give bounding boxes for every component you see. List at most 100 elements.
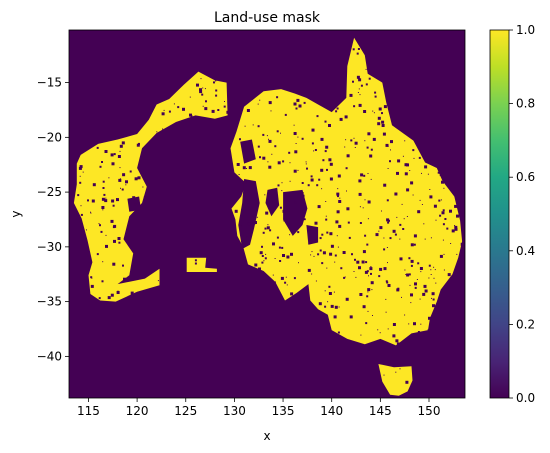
mask-gap-pixel xyxy=(110,219,114,223)
mask-gap-pixel xyxy=(368,275,369,277)
mask-gap-pixel xyxy=(137,176,141,180)
mask-gap-pixel xyxy=(423,223,425,225)
mask-gap-pixel xyxy=(383,267,387,271)
mask-gap-pixel xyxy=(246,168,247,169)
mask-gap-pixel xyxy=(259,156,261,159)
colorbar: 0.0 0.2 0.4 0.6 0.8 1.0 xyxy=(489,23,535,405)
mask-gap-pixel xyxy=(277,184,280,187)
mask-gap-pixel xyxy=(205,100,207,103)
mask-gap-pixel xyxy=(134,177,138,181)
mask-gap-pixel xyxy=(333,291,335,293)
mask-gap-pixel xyxy=(359,222,362,224)
mask-gap-pixel xyxy=(386,281,389,284)
mask-gap-pixel xyxy=(111,162,115,166)
mask-gap-pixel xyxy=(162,128,164,130)
mask-gap-pixel xyxy=(399,238,401,240)
mask-gap-pixel xyxy=(79,165,83,169)
mask-gap-pixel xyxy=(419,298,421,300)
colorbar-ticks: 0.0 0.2 0.4 0.6 0.8 1.0 xyxy=(509,23,535,405)
mask-gap-pixel xyxy=(119,150,121,152)
mask-gap-pixel xyxy=(303,101,306,104)
mask-gap-pixel xyxy=(381,112,383,115)
mask-gap-pixel xyxy=(397,159,401,163)
mask-gap-pixel xyxy=(248,166,252,170)
mask-gap-pixel xyxy=(358,78,362,82)
mask-gap-pixel xyxy=(366,243,369,246)
mask-gap-pixel xyxy=(396,342,400,346)
mask-gap-pixel xyxy=(202,105,204,107)
mask-gap-pixel xyxy=(406,163,409,167)
mask-gap-pixel xyxy=(120,187,121,189)
mask-gap-pixel xyxy=(435,282,437,284)
mask-gap-pixel xyxy=(404,314,406,316)
mask-gap-pixel xyxy=(317,253,320,256)
mask-gap-pixel xyxy=(365,261,368,264)
mask-gap-pixel xyxy=(421,172,422,174)
mask-gap-pixel xyxy=(404,140,406,142)
mask-gap-pixel xyxy=(328,285,331,288)
mask-gap-pixel xyxy=(325,215,327,217)
mask-gap-pixel xyxy=(417,210,421,214)
mask-gap-pixel xyxy=(424,238,426,240)
mask-gap-pixel xyxy=(355,276,357,278)
y-tick-label: −15 xyxy=(37,76,62,90)
mask-gap-pixel xyxy=(325,201,327,202)
mask-gap-pixel xyxy=(361,260,365,264)
mask-gap-pixel xyxy=(410,243,414,247)
mask-region-west-region xyxy=(73,71,228,302)
mask-gap-pixel xyxy=(270,110,272,112)
mask-gap-pixel xyxy=(261,245,263,248)
mask-gap-pixel xyxy=(173,103,175,105)
mask-gap-pixel xyxy=(386,218,390,222)
mask-gap-pixel xyxy=(301,192,304,194)
mask-gap-pixel xyxy=(442,223,445,226)
mask-gap-pixel xyxy=(413,243,416,246)
mask-gap-pixel xyxy=(386,199,389,202)
mask-gap-pixel xyxy=(342,251,346,254)
mask-gap-pixel xyxy=(294,150,298,154)
mask-gap-pixel xyxy=(336,107,339,110)
mask-gap-pixel xyxy=(387,284,391,287)
mask-gap-pixel xyxy=(401,203,403,205)
mask-gap-pixel xyxy=(356,75,360,79)
mask-gap-pixel xyxy=(327,301,329,303)
mask-gap-pixel xyxy=(269,229,272,232)
mask-gap-pixel xyxy=(408,323,410,325)
mask-gap-pixel xyxy=(306,167,308,170)
mask-gap-pixel xyxy=(387,328,389,330)
mask-gap-pixel xyxy=(410,293,413,297)
mask-gap-pixel xyxy=(317,205,321,209)
mask-gap-pixel xyxy=(344,276,346,278)
mask-gap-pixel xyxy=(194,259,197,262)
mask-gap-pixel xyxy=(321,188,323,190)
mask-gap-pixel xyxy=(324,150,327,153)
mask-gap-pixel xyxy=(261,255,264,257)
mask-gap-pixel xyxy=(396,216,398,218)
mask-gap-pixel xyxy=(134,203,137,206)
mask-gap-pixel xyxy=(282,160,285,163)
mask-gap-pixel xyxy=(362,207,364,209)
mask-gap-pixel xyxy=(322,159,325,162)
mask-gap-pixel xyxy=(343,276,346,279)
y-axis: −15 −20 −25 −30 −35 −40 xyxy=(37,76,69,363)
mask-gap-pixel xyxy=(251,181,253,183)
mask-gap-interior-gap-d xyxy=(240,139,256,164)
mask-gap-pixel xyxy=(157,280,159,282)
mask-gap-pixel xyxy=(113,153,116,156)
mask-gap-pixel xyxy=(322,251,326,255)
mask-gap-pixel xyxy=(403,218,405,220)
mask-gap-pixel xyxy=(132,196,136,200)
mask-gap-pixel xyxy=(250,232,252,234)
mask-gap-pixel xyxy=(264,227,267,230)
mask-gap-pixel xyxy=(395,339,399,343)
mask-gap-pixel xyxy=(444,218,447,220)
mask-gap-pixel xyxy=(118,241,121,244)
mask-gap-pixel xyxy=(454,225,456,226)
mask-gap-pixel xyxy=(334,254,337,257)
mask-gap-pixel xyxy=(367,291,369,293)
mask-gap-pixel xyxy=(329,232,333,236)
mask-gap-pixel xyxy=(316,115,319,118)
x-axis: 115 120 125 130 135 140 145 150 xyxy=(77,398,440,418)
mask-region-tasmania xyxy=(378,364,413,396)
mask-gap-pixel xyxy=(387,221,390,224)
